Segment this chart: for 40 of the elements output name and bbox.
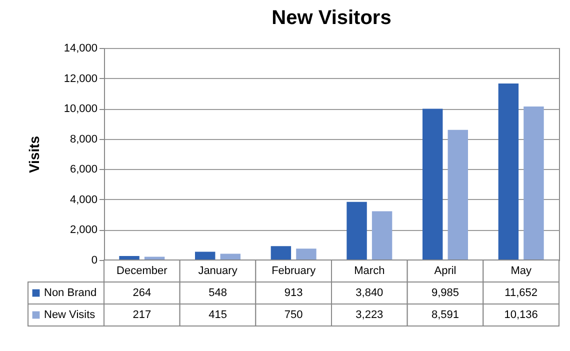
x-tick-label: March [354, 265, 385, 277]
data-label: 217 [132, 309, 152, 321]
data-label: 913 [284, 287, 303, 299]
bar [220, 254, 240, 260]
data-label: 11,652 [504, 287, 538, 299]
y-tick-label: 2,000 [70, 224, 98, 236]
y-tick-label: 14,000 [64, 42, 98, 54]
y-tick-label: 8,000 [70, 133, 98, 146]
y-axis-title: Visits [26, 136, 42, 174]
y-tick-label: 0 [91, 254, 98, 266]
data-label: 548 [208, 287, 227, 299]
y-tick-label: 6,000 [70, 164, 98, 176]
bar [296, 248, 316, 260]
x-tick-label: December [116, 265, 168, 277]
data-label: 3,223 [356, 309, 384, 321]
bar [346, 202, 367, 260]
bar [498, 84, 519, 260]
bar [372, 211, 392, 260]
x-tick-label: January [198, 265, 238, 277]
data-label: 264 [132, 287, 152, 299]
x-tick-label: April [434, 265, 456, 277]
data-label: 750 [284, 309, 303, 321]
data-label: 3,840 [356, 287, 384, 299]
data-label: 9,985 [431, 287, 460, 299]
chart-title: New Visitors [272, 7, 392, 29]
data-label: 10,136 [504, 309, 538, 321]
legend-label: New Visits [44, 309, 96, 321]
y-tick-label: 12,000 [64, 72, 98, 85]
bar [422, 108, 443, 260]
data-label: 415 [208, 309, 227, 321]
data-label: 8,591 [431, 309, 460, 321]
bar [270, 246, 292, 260]
legend-label: Non Brand [44, 287, 97, 299]
bar [524, 106, 544, 260]
bar [195, 252, 216, 260]
y-tick-label: 10,000 [64, 103, 98, 116]
y-tick-label: 4,000 [70, 194, 98, 206]
x-tick-label: February [272, 265, 316, 277]
x-tick-label: May [510, 265, 532, 277]
bar [448, 130, 468, 260]
